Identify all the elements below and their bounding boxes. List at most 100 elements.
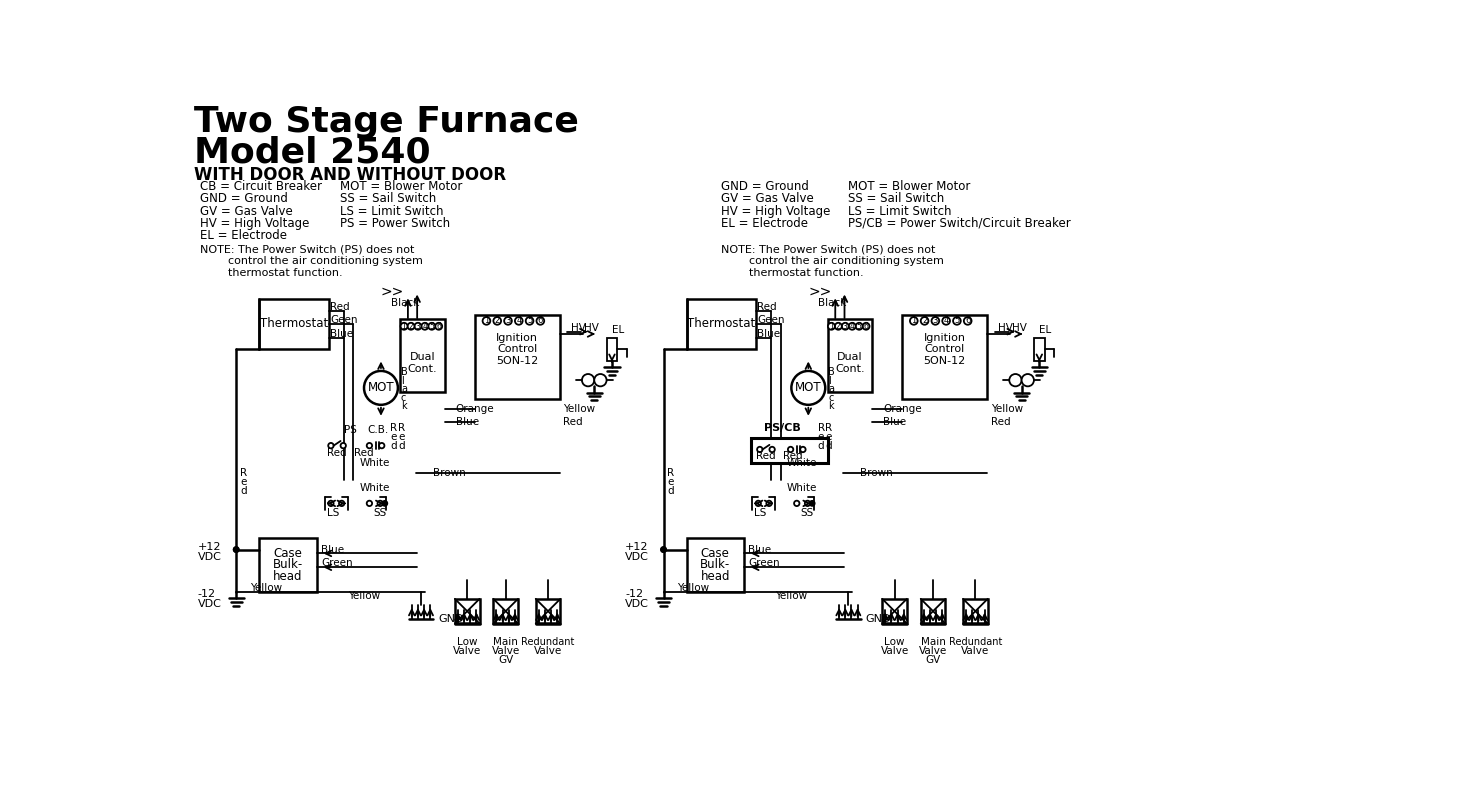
Text: PS = Power Switch: PS = Power Switch: [340, 217, 450, 230]
Bar: [882, 599, 907, 623]
Text: Main: Main: [921, 637, 946, 647]
Circle shape: [483, 317, 491, 325]
Circle shape: [856, 323, 863, 330]
Circle shape: [594, 374, 606, 387]
Text: l: l: [402, 376, 404, 386]
Bar: [686, 538, 745, 592]
Text: d: d: [818, 441, 825, 452]
Text: Bulk-: Bulk-: [699, 558, 730, 572]
Text: Geen: Geen: [330, 315, 358, 325]
Bar: [536, 599, 561, 623]
Text: Blue: Blue: [748, 545, 771, 554]
Text: White: White: [359, 483, 390, 493]
Text: Dual: Dual: [410, 352, 435, 362]
Circle shape: [863, 323, 870, 330]
Text: LS: LS: [327, 507, 339, 518]
Text: GND: GND: [866, 614, 891, 624]
Text: VDC: VDC: [197, 553, 222, 562]
Text: SS: SS: [374, 507, 387, 518]
Text: NOTE: The Power Switch (PS) does not
        control the air conditioning system: NOTE: The Power Switch (PS) does not con…: [200, 245, 423, 278]
Text: SS: SS: [800, 507, 813, 518]
Circle shape: [328, 443, 333, 449]
Text: Bulk-: Bulk-: [273, 558, 302, 572]
Text: HV = High Voltage: HV = High Voltage: [721, 205, 831, 218]
Text: Geen: Geen: [758, 315, 785, 325]
Bar: [260, 299, 328, 349]
Text: VDC: VDC: [197, 599, 222, 609]
Text: Valve: Valve: [534, 646, 562, 656]
Text: Cont.: Cont.: [407, 364, 438, 374]
Text: LS: LS: [755, 507, 767, 518]
Text: 2: 2: [921, 316, 927, 326]
Circle shape: [366, 501, 372, 506]
Text: +12: +12: [625, 542, 648, 553]
Text: Main: Main: [493, 637, 518, 647]
Text: C.B.: C.B.: [366, 426, 388, 435]
Circle shape: [328, 501, 333, 506]
Circle shape: [1009, 374, 1022, 387]
Text: 4: 4: [850, 322, 854, 331]
Bar: [474, 314, 559, 399]
Text: SS = Sail Switch: SS = Sail Switch: [848, 192, 945, 206]
Circle shape: [953, 317, 961, 325]
Text: Red: Red: [564, 417, 583, 426]
Circle shape: [400, 323, 407, 330]
Text: 6: 6: [537, 316, 543, 326]
Circle shape: [536, 317, 545, 325]
Bar: [902, 314, 987, 399]
Text: e: e: [239, 477, 247, 487]
Text: Yellow: Yellow: [564, 404, 596, 414]
Circle shape: [364, 371, 399, 405]
Text: Two Stage Furnace: Two Stage Furnace: [194, 105, 578, 138]
Circle shape: [339, 501, 345, 506]
Text: VDC: VDC: [625, 553, 648, 562]
Text: Yellow: Yellow: [347, 591, 380, 601]
Text: 6: 6: [864, 322, 869, 331]
Text: White: White: [787, 458, 818, 468]
Text: -12: -12: [197, 589, 216, 599]
Text: Valve: Valve: [880, 646, 908, 656]
Text: a: a: [402, 384, 407, 395]
Circle shape: [407, 323, 415, 330]
Circle shape: [234, 547, 239, 553]
Bar: [750, 438, 828, 463]
Circle shape: [515, 317, 523, 325]
Text: MOT: MOT: [796, 381, 822, 395]
Text: Blue: Blue: [321, 545, 345, 554]
Text: Orange: Orange: [883, 404, 921, 414]
Circle shape: [791, 371, 825, 405]
Text: HV: HV: [1012, 323, 1026, 333]
Circle shape: [526, 317, 533, 325]
Bar: [686, 299, 756, 349]
Circle shape: [769, 447, 775, 452]
Text: Valve: Valve: [453, 646, 482, 656]
Circle shape: [964, 317, 971, 325]
Circle shape: [835, 323, 842, 330]
Circle shape: [766, 501, 772, 506]
Text: R: R: [818, 423, 825, 433]
Text: Brown: Brown: [860, 468, 892, 477]
Circle shape: [428, 323, 435, 330]
Text: e: e: [390, 432, 397, 442]
Text: k: k: [402, 401, 406, 411]
Text: e: e: [399, 432, 404, 442]
Text: head: head: [701, 570, 730, 583]
Text: 1: 1: [911, 316, 917, 326]
Text: R: R: [239, 468, 247, 477]
Text: d: d: [667, 486, 675, 496]
Text: CB = Circuit Breaker: CB = Circuit Breaker: [200, 180, 323, 193]
Text: Model 2540: Model 2540: [194, 135, 431, 169]
Circle shape: [788, 447, 793, 452]
Text: Black: Black: [391, 299, 419, 308]
Text: R: R: [399, 423, 404, 433]
Text: VDC: VDC: [625, 599, 648, 609]
Text: 5: 5: [429, 322, 434, 331]
Text: GV = Gas Valve: GV = Gas Valve: [721, 192, 815, 206]
Text: Blue: Blue: [758, 329, 781, 339]
Text: Blue: Blue: [456, 417, 479, 426]
Text: PS/CB = Power Switch/Circuit Breaker: PS/CB = Power Switch/Circuit Breaker: [848, 217, 1072, 230]
Text: Case: Case: [701, 547, 730, 560]
Text: 2: 2: [409, 322, 413, 331]
Bar: [400, 318, 445, 391]
Circle shape: [340, 443, 346, 449]
